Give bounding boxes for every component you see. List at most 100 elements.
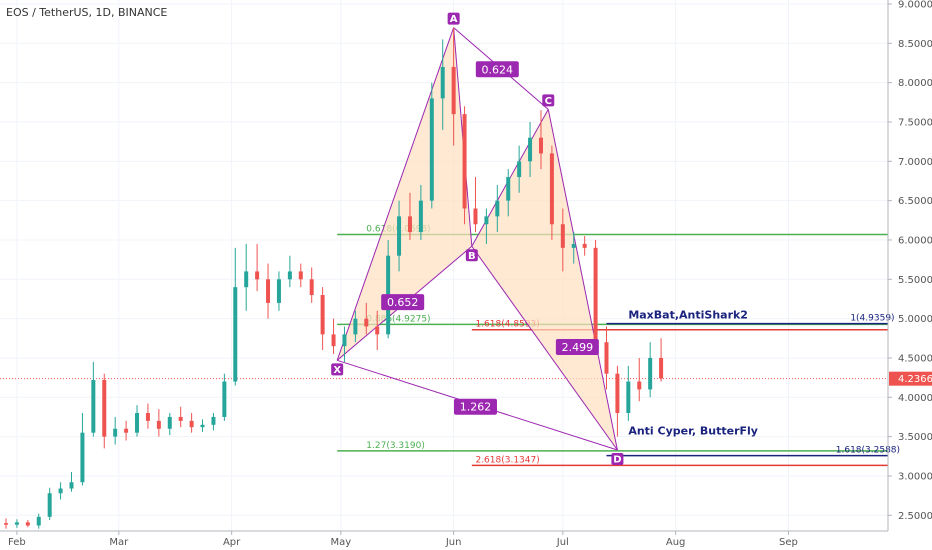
candle-body	[222, 381, 227, 417]
candle-body	[397, 216, 402, 256]
candle	[25, 519, 30, 528]
candle-body	[538, 137, 543, 154]
candle-body	[69, 482, 74, 489]
x-tick-label: Feb	[8, 537, 26, 548]
candle	[113, 416, 118, 445]
y-tick-label: 3.0000	[898, 471, 932, 482]
candle-body	[233, 287, 238, 382]
point-label: D	[613, 454, 621, 465]
candle	[604, 326, 609, 390]
candle	[135, 405, 140, 437]
candle	[659, 338, 664, 382]
pattern-leg	[336, 27, 455, 361]
candle	[309, 267, 314, 303]
ratio-badge	[453, 398, 497, 415]
candle	[517, 145, 522, 193]
last-price-label: 4.2366	[898, 374, 932, 385]
candle-body	[25, 522, 30, 526]
ratio-label: 0.624	[482, 63, 514, 76]
fib-level-label: 1.618(3.2588)	[836, 446, 900, 456]
candle	[4, 518, 8, 529]
candle-body	[178, 416, 183, 421]
candle-body	[582, 243, 587, 248]
candle-body	[462, 114, 467, 209]
candle	[58, 482, 63, 500]
ratio-badge	[555, 338, 599, 355]
candle	[200, 419, 205, 432]
candle	[276, 271, 281, 311]
candle	[451, 27, 456, 146]
candle	[69, 472, 74, 492]
candle	[506, 169, 511, 217]
point-label: B	[468, 251, 476, 262]
candle-body	[484, 216, 489, 225]
fib-level-label: 1(4.9359)	[850, 314, 894, 324]
candle-body	[626, 381, 631, 414]
pattern-diagonal	[471, 245, 618, 451]
candle-body	[473, 208, 478, 225]
candle	[320, 287, 325, 351]
candle	[244, 243, 249, 311]
y-tick-label: 8.5000	[898, 39, 932, 50]
candle-body	[145, 413, 150, 421]
candle-body	[47, 493, 52, 517]
candle-body	[604, 342, 609, 374]
candle-body	[102, 379, 107, 437]
x-tick-label: Jul	[556, 537, 569, 548]
candle-body	[287, 271, 292, 280]
candle-body	[571, 243, 576, 248]
candle-body	[200, 424, 205, 428]
candle	[145, 403, 150, 429]
y-tick-label: 9.0000	[898, 0, 932, 11]
candle	[397, 200, 402, 272]
candle-body	[637, 381, 642, 390]
candle-body	[375, 326, 380, 335]
candle-body	[615, 373, 620, 414]
candle	[375, 310, 380, 351]
last-price-tag	[889, 371, 932, 386]
candle	[14, 519, 19, 528]
candle	[429, 82, 434, 209]
candle	[167, 413, 172, 436]
candle	[47, 487, 52, 520]
candle-body	[560, 224, 565, 248]
candle	[255, 243, 260, 292]
candle-body	[429, 98, 434, 201]
y-tick-label: 6.5000	[898, 196, 932, 207]
candle	[549, 145, 554, 240]
candle	[484, 208, 489, 244]
candle	[342, 326, 347, 362]
candle-body	[528, 137, 533, 162]
candle-body	[342, 334, 347, 347]
candle	[102, 373, 107, 449]
candle-body	[506, 177, 511, 201]
x-tick-label: May	[330, 537, 351, 548]
candle	[418, 184, 423, 240]
candle-body	[91, 379, 96, 433]
x-tick-label: Sep	[779, 537, 798, 548]
candle-body	[276, 279, 281, 303]
y-tick-label: 4.5000	[898, 353, 932, 364]
candle-body	[189, 420, 194, 428]
candle-body	[167, 416, 172, 429]
candle-body	[549, 153, 554, 225]
candle-body	[407, 216, 412, 233]
pattern-annotation: Anti Cyper, ButterFly	[628, 424, 758, 437]
candle-body	[495, 200, 500, 217]
x-tick-label: Mar	[109, 537, 129, 548]
fib-level-label: 1.27(3.3190)	[366, 441, 425, 451]
candle-body	[211, 416, 216, 425]
x-tick-label: Apr	[223, 537, 241, 548]
candle-body	[14, 522, 19, 525]
candle	[364, 302, 369, 335]
candle	[571, 232, 576, 264]
candle-body	[659, 357, 664, 379]
candle	[495, 184, 500, 233]
candle	[91, 361, 96, 437]
candle	[582, 236, 587, 256]
candle-body	[4, 523, 8, 525]
candle	[538, 110, 543, 170]
candle-body	[593, 247, 598, 343]
candle	[233, 247, 238, 386]
